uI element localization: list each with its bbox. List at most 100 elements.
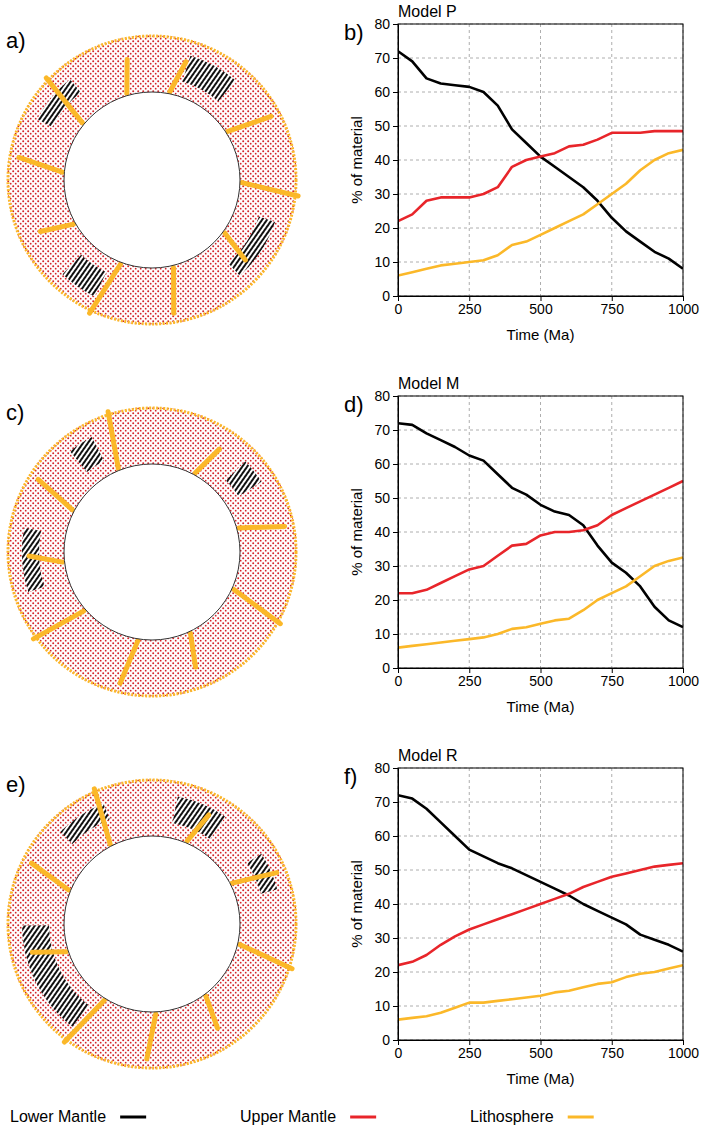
tick-label: 30: [374, 930, 390, 946]
tick-label: 80: [374, 388, 390, 404]
legend-swatch: [120, 1116, 146, 1119]
plot-frame: [398, 768, 683, 1040]
lower-mantle-region: [182, 56, 235, 101]
tick-label: 70: [374, 422, 390, 438]
x-tick: 750: [601, 296, 625, 317]
image-label: e): [6, 772, 26, 797]
core: [64, 92, 240, 268]
y-tick: 60: [374, 456, 398, 472]
slab: [90, 264, 121, 313]
tick-label: 250: [458, 1045, 482, 1061]
legend-swatch: [350, 1116, 376, 1119]
slab: [147, 1014, 156, 1059]
tick-label: 50: [374, 862, 390, 878]
mantle-section: [7, 35, 298, 325]
grid-line: [398, 634, 683, 635]
grid-line: [611, 768, 612, 1040]
slab: [240, 944, 292, 968]
y-tick: 30: [374, 930, 398, 946]
panel-label: f): [344, 764, 357, 789]
figure: a)Model Pb)01020304050607080025050075010…: [0, 0, 710, 1143]
tick-mark: [393, 58, 398, 59]
slab: [171, 267, 176, 313]
slab: [64, 1000, 104, 1042]
tick-label: 0: [395, 673, 403, 689]
mantle-annulus: [7, 407, 297, 697]
y-tick: 50: [374, 490, 398, 506]
tick-label: 80: [374, 760, 390, 776]
series-line: [398, 795, 683, 951]
tick-mark: [393, 802, 398, 803]
slab: [31, 863, 68, 890]
lithosphere-rim: [8, 408, 296, 696]
tick-label: 30: [374, 558, 390, 574]
plot-lines: [398, 795, 683, 1019]
tick-label: 80: [374, 16, 390, 32]
panel-label: b): [344, 20, 364, 45]
axis-line: [393, 397, 399, 669]
tick-label: 50: [374, 490, 390, 506]
grid-line: [398, 58, 683, 59]
tick-mark: [393, 464, 398, 465]
lower-mantle-region: [226, 461, 262, 496]
tick-label: 10: [374, 626, 390, 642]
y-tick: 10: [374, 998, 398, 1014]
x-axis: 0 250 500 750 1000: [395, 668, 700, 689]
panel-row: a)Model Pb)01020304050607080025050075010…: [6, 3, 699, 343]
y-tick: 80: [374, 760, 398, 776]
slab: [32, 949, 66, 955]
grid-line: [469, 24, 470, 296]
tick-mark: [393, 938, 398, 939]
tick-mark: [393, 870, 398, 871]
mantle-annulus: [7, 35, 297, 325]
x-tick: 500: [529, 668, 553, 689]
slab: [206, 996, 218, 1028]
tick-label: 750: [601, 673, 625, 689]
tick-label: 250: [458, 673, 482, 689]
tick-mark: [393, 1006, 398, 1007]
tick-label: 1000: [668, 1045, 699, 1061]
tick-label: 500: [529, 1045, 553, 1061]
legend-label: Lithosphere: [470, 1108, 554, 1125]
grid-line: [398, 802, 683, 803]
grid-line: [398, 1006, 683, 1007]
tick-mark: [393, 768, 398, 769]
y-tick: 60: [374, 84, 398, 100]
legend-swatch: [568, 1116, 594, 1119]
lithosphere-rim: [8, 36, 296, 324]
y-tick: 70: [374, 422, 398, 438]
tick-label: 30: [374, 186, 390, 202]
tick-label: 20: [374, 964, 390, 980]
x-tick: 500: [529, 296, 553, 317]
grid-line: [469, 396, 470, 668]
grid-line: [611, 24, 612, 296]
tick-label: 70: [374, 794, 390, 810]
tick-label: 1000: [668, 301, 699, 317]
tick-label: 750: [601, 1045, 625, 1061]
x-tick: 0: [395, 296, 403, 317]
y-tick: 30: [374, 186, 398, 202]
x-tick: 1000: [668, 296, 699, 317]
tick-mark: [393, 92, 398, 93]
panel-row: c)Model Md)01020304050607080025050075010…: [6, 375, 699, 715]
x-tick: 500: [529, 1040, 553, 1061]
tick-mark: [393, 532, 398, 533]
grid-line: [398, 532, 683, 533]
x-tick: 250: [458, 668, 482, 689]
x-tick: 750: [601, 668, 625, 689]
axis-line: [393, 769, 399, 1041]
slab: [46, 78, 82, 123]
panel-row: e)Model Rf)01020304050607080025050075010…: [6, 747, 699, 1087]
y-tick: 20: [374, 592, 398, 608]
tick-mark: [393, 126, 398, 127]
tick-mark: [393, 600, 398, 601]
x-tick: 250: [458, 1040, 482, 1061]
core: [64, 464, 240, 640]
tick-label: 0: [382, 288, 390, 304]
grid-line: [469, 768, 470, 1040]
legend-label: Upper Mantle: [240, 1108, 336, 1125]
plot-frame: [398, 396, 683, 668]
tick-label: 1000: [668, 673, 699, 689]
slab: [195, 449, 219, 473]
slab: [242, 183, 298, 196]
